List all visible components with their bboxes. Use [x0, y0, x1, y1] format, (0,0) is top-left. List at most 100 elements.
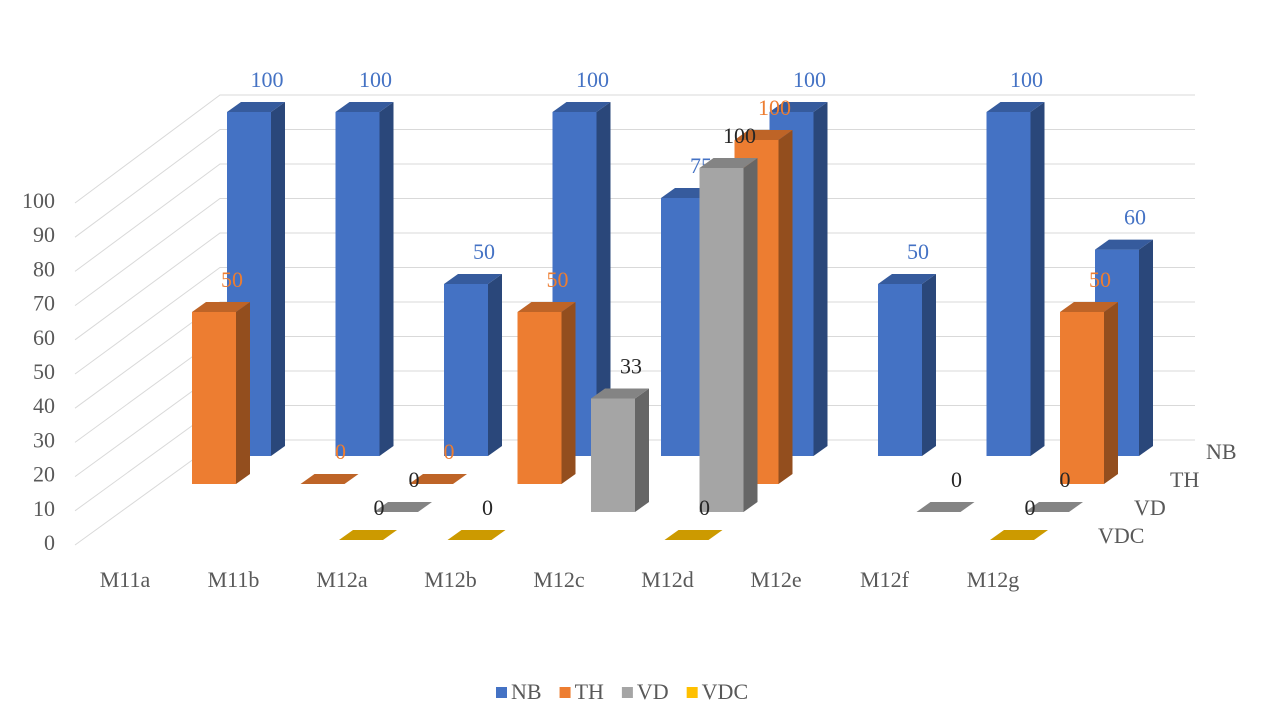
- data-label: 50: [221, 267, 243, 292]
- grid-line: [74, 267, 1195, 375]
- bar-front: [986, 112, 1031, 456]
- bar-top: [916, 502, 975, 512]
- bar-top: [552, 102, 611, 112]
- bar-top: [192, 302, 250, 312]
- bar-top: [517, 302, 576, 312]
- x-tick-label: M12b: [424, 567, 477, 592]
- x-tick-label: M12g: [967, 567, 1020, 592]
- bar-front: [444, 284, 488, 456]
- y-tick-label: 20: [33, 462, 55, 487]
- legend-swatch: [621, 687, 633, 698]
- grid-line: [74, 94, 1195, 204]
- depth-label: VDC: [1098, 523, 1144, 548]
- grid-line: [74, 232, 1195, 341]
- y-tick-label: 40: [33, 393, 55, 418]
- y-tick-label: 10: [33, 496, 55, 521]
- bar-top: [335, 102, 394, 112]
- bar-top: [1060, 302, 1118, 312]
- data-label: 33: [620, 354, 642, 379]
- grid-line: [74, 163, 1195, 272]
- bar-side: [271, 102, 285, 456]
- data-label: 100: [758, 95, 791, 120]
- y-tick-label: 50: [33, 359, 55, 384]
- bar-side: [488, 274, 502, 456]
- bar-side: [1030, 102, 1045, 456]
- bar-top: [227, 102, 285, 112]
- grid-line: [74, 198, 1195, 307]
- bar-front: [661, 198, 705, 456]
- grid-line: [74, 129, 1195, 238]
- y-tick-label: 30: [33, 427, 55, 452]
- data-label: 100: [1010, 67, 1043, 92]
- depth-label: TH: [1170, 467, 1199, 492]
- bar-front: [192, 312, 236, 484]
- data-label: 0: [444, 439, 455, 464]
- bar-front: [335, 112, 380, 456]
- bar-front: [591, 398, 635, 512]
- bar-side: [813, 102, 828, 456]
- bar-top: [447, 530, 506, 540]
- x-tick-label: M12e: [750, 567, 801, 592]
- bar-top: [699, 158, 758, 168]
- data-label: 60: [1124, 205, 1146, 230]
- bar-side: [379, 102, 394, 456]
- data-label: 0: [951, 467, 962, 492]
- bar-front: [878, 284, 922, 456]
- x-tick-label: M12c: [533, 567, 585, 592]
- bar-side: [635, 388, 649, 512]
- bar-top: [409, 474, 467, 484]
- y-tick-label: 0: [44, 530, 55, 555]
- data-label: 100: [576, 67, 609, 92]
- data-label: 0: [335, 439, 346, 464]
- x-tick-label: M11b: [208, 567, 260, 592]
- x-tick-label: M11a: [100, 567, 151, 592]
- bar-front: [517, 312, 562, 484]
- data-label: 50: [473, 239, 495, 264]
- data-label: 100: [793, 67, 826, 92]
- bar-side: [922, 274, 936, 456]
- bar-top: [1025, 502, 1083, 512]
- bar-side: [561, 302, 576, 484]
- x-tick-label: M12a: [316, 567, 368, 592]
- bar-side: [236, 302, 250, 484]
- bar-top: [769, 102, 828, 112]
- legend-label: NB: [511, 679, 542, 704]
- y-tick-label: 90: [33, 222, 55, 247]
- bar-top: [374, 502, 432, 512]
- bar-top: [339, 530, 397, 540]
- x-tick-label: M12f: [860, 567, 910, 592]
- legend-label: VDC: [702, 679, 748, 704]
- bar-top: [986, 102, 1045, 112]
- data-label: 0: [699, 495, 710, 520]
- legend-label: TH: [575, 679, 604, 704]
- legend-swatch: [496, 687, 507, 698]
- depth-label: VD: [1134, 495, 1166, 520]
- data-label: 50: [907, 239, 929, 264]
- bar-top: [990, 530, 1048, 540]
- y-tick-label: 80: [33, 256, 55, 281]
- bar-top: [300, 474, 359, 484]
- data-label: 50: [547, 267, 569, 292]
- x-tick-label: M12d: [641, 567, 694, 592]
- bar-top: [1095, 239, 1153, 250]
- bar-front: [1060, 312, 1104, 484]
- data-label: 0: [374, 495, 385, 520]
- data-label: 0: [1025, 495, 1036, 520]
- bar-top: [444, 274, 502, 284]
- bar-top: [664, 530, 723, 540]
- y-tick-label: 70: [33, 291, 55, 316]
- legend-swatch: [686, 687, 698, 698]
- bar-top: [878, 274, 936, 284]
- legend-label: VD: [637, 679, 669, 704]
- legend-swatch: [559, 687, 571, 698]
- bar-top: [734, 130, 793, 140]
- bar-side: [743, 158, 758, 512]
- data-label: 0: [409, 467, 420, 492]
- data-label: 50: [1089, 267, 1111, 292]
- bar-side: [778, 130, 793, 484]
- bar-side: [1139, 239, 1153, 456]
- bar-side: [1104, 302, 1118, 484]
- data-label: 100: [251, 67, 284, 92]
- data-label: 0: [1060, 467, 1071, 492]
